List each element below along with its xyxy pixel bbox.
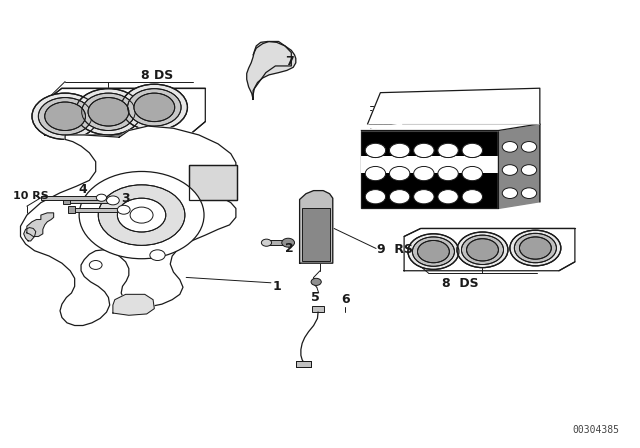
Circle shape (467, 239, 499, 261)
Polygon shape (24, 228, 36, 241)
Circle shape (522, 142, 537, 152)
Circle shape (438, 143, 458, 158)
Circle shape (413, 190, 434, 204)
Bar (362, 130, 499, 208)
Circle shape (117, 205, 130, 214)
Bar (296, 361, 311, 367)
Circle shape (502, 142, 518, 152)
Circle shape (365, 143, 386, 158)
Circle shape (438, 143, 458, 158)
Circle shape (462, 190, 483, 204)
Circle shape (90, 260, 102, 269)
Bar (189, 165, 237, 199)
Bar (70, 207, 124, 211)
Circle shape (76, 89, 141, 135)
Circle shape (502, 165, 518, 175)
Circle shape (515, 233, 556, 263)
Polygon shape (27, 213, 54, 237)
Circle shape (413, 143, 434, 158)
Circle shape (390, 143, 410, 158)
Circle shape (390, 167, 410, 181)
Bar (41, 195, 101, 199)
Text: 4: 4 (79, 183, 87, 196)
Text: 5: 5 (310, 291, 319, 304)
Circle shape (510, 230, 561, 266)
Text: 3: 3 (122, 192, 130, 205)
Polygon shape (45, 88, 205, 135)
Circle shape (462, 167, 483, 181)
Polygon shape (362, 124, 540, 130)
Bar (296, 361, 311, 367)
Circle shape (99, 185, 185, 246)
Text: 8  DS: 8 DS (442, 276, 479, 289)
Bar (302, 208, 330, 260)
Text: 7: 7 (285, 55, 294, 68)
Text: 00304385: 00304385 (573, 426, 620, 435)
Circle shape (522, 188, 537, 198)
Circle shape (462, 143, 483, 158)
Circle shape (97, 194, 106, 201)
Circle shape (413, 167, 434, 181)
Bar (189, 165, 237, 199)
Polygon shape (300, 190, 333, 263)
Text: 9  RS: 9 RS (378, 243, 413, 256)
Circle shape (282, 238, 294, 247)
Circle shape (134, 93, 175, 121)
Circle shape (365, 190, 386, 204)
Circle shape (457, 232, 508, 267)
Circle shape (390, 190, 410, 204)
Circle shape (106, 196, 119, 205)
Circle shape (502, 188, 518, 198)
Bar (63, 197, 70, 204)
Bar (68, 206, 76, 213)
Circle shape (413, 143, 434, 158)
Polygon shape (246, 42, 296, 99)
Circle shape (82, 93, 135, 130)
Circle shape (522, 165, 537, 175)
Text: 6: 6 (341, 293, 350, 306)
Circle shape (150, 250, 165, 260)
Circle shape (520, 237, 551, 259)
Polygon shape (367, 88, 540, 124)
Bar (362, 156, 499, 173)
Circle shape (390, 143, 410, 158)
Circle shape (438, 167, 458, 181)
Circle shape (127, 89, 181, 126)
Polygon shape (113, 294, 154, 315)
Circle shape (45, 102, 86, 130)
Circle shape (117, 198, 166, 232)
Circle shape (438, 190, 458, 204)
Bar (312, 306, 324, 312)
Circle shape (38, 98, 92, 135)
Bar (65, 198, 113, 202)
Polygon shape (20, 126, 236, 326)
Polygon shape (404, 228, 575, 271)
Circle shape (417, 241, 449, 263)
Circle shape (365, 143, 386, 158)
Circle shape (408, 234, 459, 269)
Circle shape (462, 143, 483, 158)
Text: 10 RS: 10 RS (13, 191, 49, 202)
Bar (268, 240, 285, 246)
Circle shape (461, 235, 504, 264)
Circle shape (79, 172, 204, 259)
Polygon shape (499, 124, 540, 208)
Circle shape (261, 239, 271, 246)
Polygon shape (253, 42, 291, 99)
Circle shape (311, 278, 321, 285)
Text: 8 DS: 8 DS (141, 69, 173, 82)
Circle shape (32, 93, 99, 139)
Circle shape (365, 167, 386, 181)
Text: 1: 1 (272, 280, 281, 293)
Circle shape (412, 237, 454, 266)
Circle shape (88, 98, 129, 126)
Circle shape (121, 84, 188, 130)
Text: 2: 2 (285, 242, 294, 255)
